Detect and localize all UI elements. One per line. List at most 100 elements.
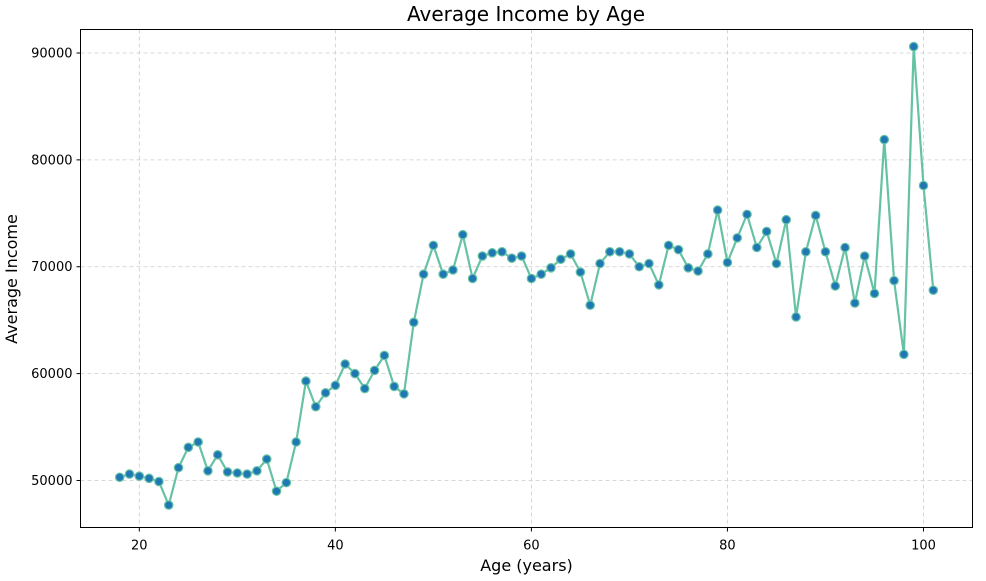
- data-point: [271, 486, 282, 496]
- data-point: [644, 258, 654, 269]
- y-tick-label: 90000: [31, 47, 72, 62]
- data-point: [693, 266, 703, 276]
- data-point: [389, 381, 399, 392]
- data-point: [497, 246, 507, 257]
- data-point: [173, 462, 184, 473]
- data-point: [310, 401, 321, 412]
- data-point: [879, 134, 890, 145]
- data-point: [781, 214, 792, 225]
- x-tick-label: 100: [911, 539, 936, 554]
- data-point: [742, 209, 752, 220]
- data-point: [605, 246, 615, 257]
- data-point: [457, 229, 468, 240]
- data-point: [144, 473, 154, 484]
- data-point: [840, 242, 850, 253]
- data-point: [261, 454, 272, 464]
- data-point: [320, 388, 331, 398]
- data-point: [732, 233, 743, 243]
- data-point: [869, 288, 880, 299]
- data-point: [761, 226, 772, 237]
- data-point: [291, 437, 301, 447]
- data-point: [624, 249, 635, 259]
- data-point: [428, 240, 439, 251]
- data-point: [114, 472, 125, 483]
- y-tick-label: 70000: [31, 260, 72, 275]
- data-point: [830, 281, 841, 291]
- y-tick-label: 50000: [31, 474, 72, 489]
- axis-ticks: 20 40 60 80 100 50000 60000 70000 80000 90000: [31, 47, 936, 554]
- data-point: [634, 261, 645, 272]
- series-line-group: [119, 45, 935, 507]
- data-point: [536, 269, 547, 280]
- data-point: [663, 240, 674, 251]
- data-point: [232, 468, 243, 478]
- data-point: [791, 312, 801, 322]
- data-point: [124, 469, 135, 479]
- data-point: [614, 246, 625, 257]
- data-point: [438, 269, 448, 280]
- data-point: [134, 471, 145, 482]
- data-point: [301, 376, 311, 386]
- data-point: [928, 285, 939, 296]
- data-point: [252, 466, 262, 476]
- data-point: [281, 477, 292, 488]
- data-point: [850, 298, 860, 308]
- data-point: [820, 246, 831, 257]
- data-point: [899, 349, 909, 360]
- data-point: [212, 450, 223, 460]
- data-point: [203, 466, 213, 476]
- data-point: [654, 280, 664, 290]
- data-point: [908, 41, 919, 52]
- data-point: [467, 273, 478, 284]
- data-point: [918, 180, 929, 191]
- plot-area-frame: [80, 29, 973, 528]
- data-point: [183, 442, 194, 453]
- series-line: [119, 45, 935, 507]
- grid: [80, 29, 973, 528]
- data-point: [477, 251, 488, 261]
- data-point: [193, 437, 203, 447]
- y-tick-label: 60000: [31, 367, 72, 382]
- data-point: [487, 248, 497, 258]
- data-point: [683, 263, 694, 273]
- data-point: [350, 368, 360, 379]
- data-point: [506, 253, 517, 263]
- y-axis-label: Average Income: [2, 214, 21, 344]
- data-point: [163, 500, 174, 510]
- data-point: [242, 469, 252, 479]
- x-tick-label: 40: [327, 539, 344, 554]
- data-points: [114, 41, 939, 510]
- data-point: [408, 317, 419, 328]
- x-tick-label: 80: [719, 539, 736, 554]
- data-point: [703, 249, 713, 259]
- data-point: [154, 476, 164, 487]
- data-point: [379, 350, 390, 361]
- data-point: [595, 258, 605, 269]
- y-tick-label: 80000: [31, 153, 72, 168]
- chart-title: Average Income by Age: [407, 2, 645, 26]
- data-point: [516, 251, 527, 261]
- data-point: [399, 389, 409, 399]
- x-tick-label: 20: [131, 539, 148, 554]
- data-point: [330, 380, 341, 391]
- data-point: [712, 205, 723, 215]
- data-point: [359, 383, 370, 394]
- data-point: [722, 257, 733, 268]
- data-point: [859, 251, 870, 261]
- data-point: [565, 249, 576, 259]
- data-point: [585, 300, 596, 311]
- data-point: [889, 275, 899, 286]
- data-point: [810, 210, 821, 221]
- data-point: [418, 269, 429, 280]
- data-point: [673, 244, 684, 255]
- data-point: [556, 254, 566, 265]
- data-point: [771, 258, 782, 269]
- data-point: [448, 265, 458, 275]
- x-axis-label: Age (years): [480, 556, 573, 575]
- data-point: [801, 246, 811, 257]
- data-point: [340, 359, 350, 369]
- data-point: [546, 263, 556, 273]
- data-point: [575, 267, 586, 277]
